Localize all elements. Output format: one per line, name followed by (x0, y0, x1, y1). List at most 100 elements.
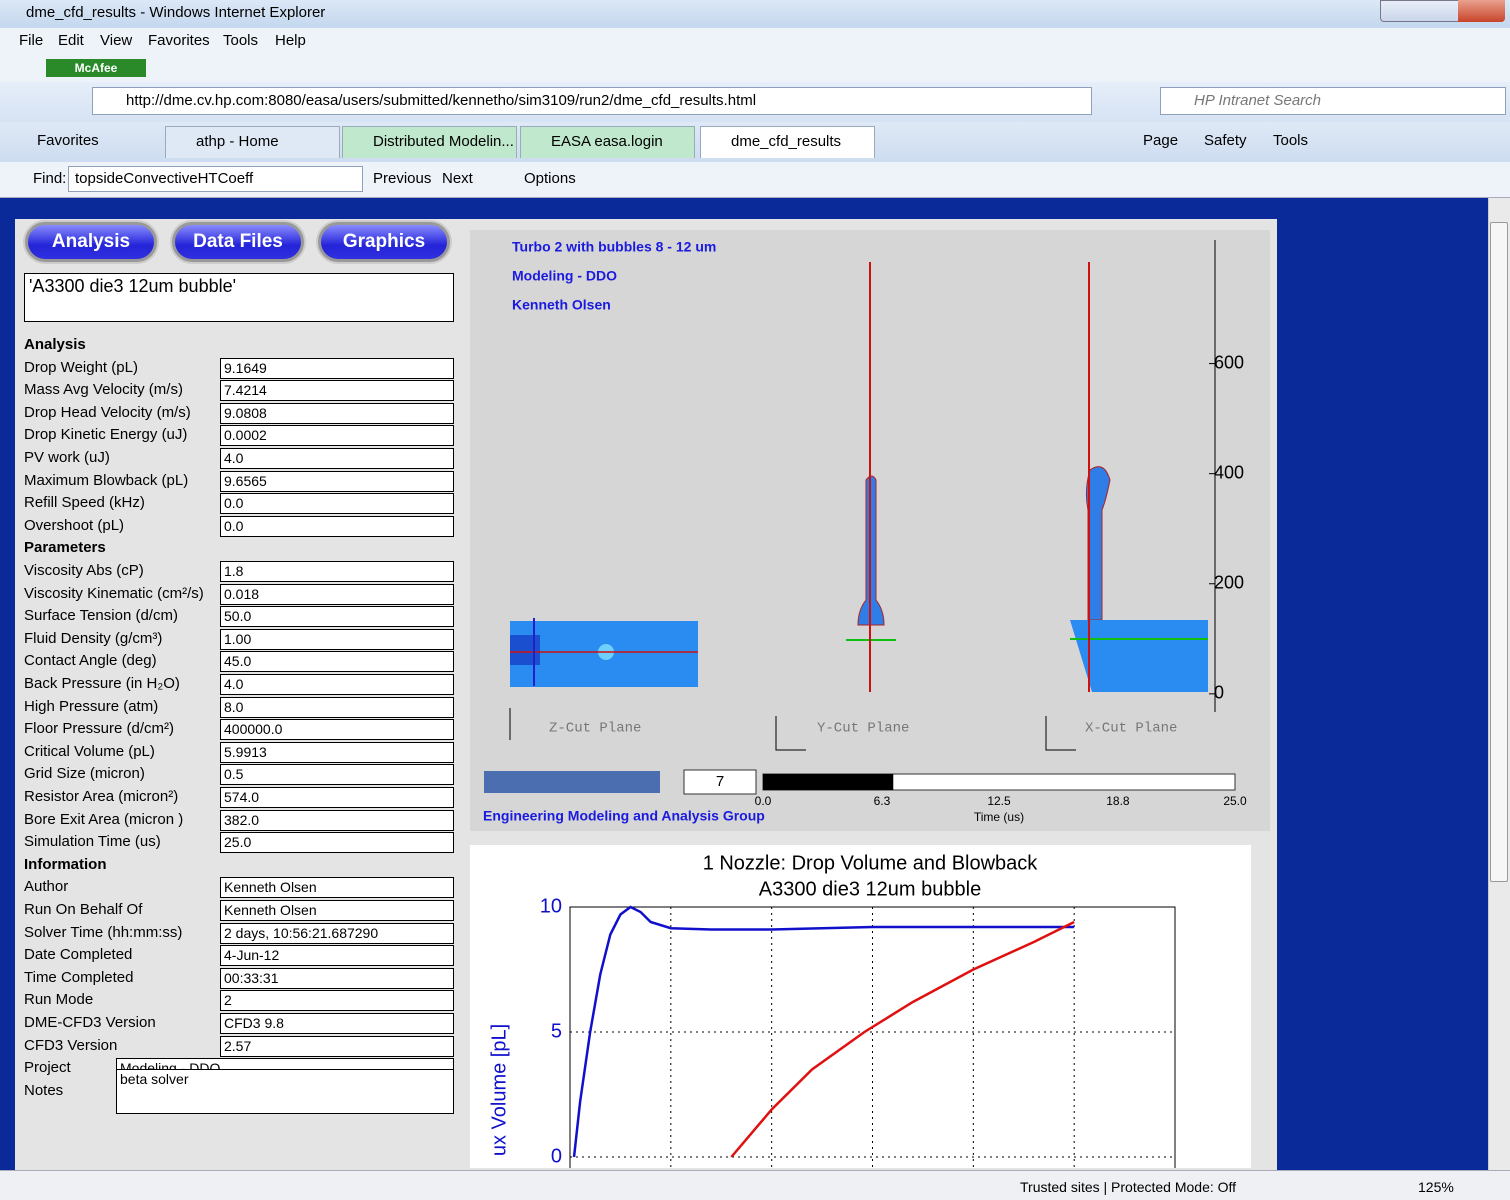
field-value: CFD3 9.8 (220, 1013, 454, 1034)
scale-tick-label: 600 (1214, 352, 1244, 372)
y-tick-label: 10 (540, 895, 562, 917)
menu-item[interactable]: Edit (58, 32, 84, 49)
search-placeholder: HP Intranet Search (1194, 92, 1322, 109)
command-menu[interactable]: Safety (1204, 132, 1247, 149)
field-value: 0.5 (220, 764, 454, 786)
scroll-thumb[interactable] (1490, 222, 1508, 882)
field-label: Overshoot (pL) (24, 516, 125, 534)
field-label: Maximum Blowback (pL) (24, 471, 189, 489)
field-label: Drop Kinetic Energy (uJ) (24, 426, 188, 444)
window-title: dme_cfd_results - Windows Internet Explo… (26, 4, 326, 21)
plane-label: Y-Cut Plane (817, 721, 909, 737)
timeline-tick-label: 6.3 (874, 794, 891, 808)
find-input[interactable] (68, 166, 363, 192)
field-label: Mass Avg Velocity (m/s) (24, 381, 183, 399)
field-label: PV work (uJ) (24, 449, 110, 466)
field-label: Date Completed (24, 946, 133, 964)
data-line (730, 920, 1075, 1158)
field-label: Drop Head Velocity (m/s) (24, 403, 191, 421)
notes-value: beta solver (116, 1068, 454, 1114)
field-label: Contact Angle (deg) (24, 652, 157, 670)
field-value: 45.0 (220, 651, 454, 673)
field-label: Critical Volume (pL) (24, 742, 155, 760)
field-label: Simulation Time (us) (24, 833, 161, 851)
timeline-label: Time (us) (974, 810, 1024, 824)
find-options[interactable]: Options (524, 170, 576, 187)
browser-tab[interactable]: Distributed Modelin... (342, 126, 517, 158)
field-label: Resistor Area (micron²) (24, 788, 179, 805)
chart-background (470, 845, 1251, 1168)
field-label: High Pressure (atm) (24, 697, 159, 715)
menu-item[interactable]: Help (275, 32, 306, 49)
nav-button[interactable]: Graphics (318, 222, 450, 262)
favorites-button[interactable]: Favorites (37, 132, 99, 149)
section-heading: Analysis (24, 336, 86, 353)
y-tick-label: 5 (551, 1020, 562, 1042)
scale-tick-label: 400 (1214, 462, 1244, 482)
field-label: Run On Behalf Of (24, 901, 143, 918)
field-value: 400000.0 (220, 719, 454, 741)
browser-tab[interactable]: EASA easa.login (520, 126, 695, 158)
simulation-viewer: Turbo 2 with bubbles 8 - 12 um Modeling -… (483, 239, 1247, 824)
field-value: 2 days, 10:56:21.687290 (220, 922, 454, 944)
section-heading: Information (24, 855, 107, 873)
field-value: 5.9913 (220, 741, 454, 763)
field-value: 2.57 (220, 1035, 454, 1057)
find-previous[interactable]: Previous (373, 170, 432, 187)
field-label: Author (24, 878, 69, 896)
viewer-caption: Turbo 2 with bubbles 8 - 12 um (512, 239, 716, 255)
scale-tick-label: 0 (1214, 683, 1224, 703)
browser-tab[interactable]: dme_cfd_results (700, 126, 875, 158)
field-value: 9.0808 (220, 402, 454, 424)
field-value: 4.0 (220, 448, 454, 469)
field-value: 7.4214 (220, 380, 454, 402)
field-label: Viscosity Kinematic (cm²/s) (24, 584, 204, 602)
close-button[interactable] (1458, 0, 1505, 22)
field-label: Fluid Density (g/cm³) (24, 629, 163, 647)
field-value: Kenneth Olsen (220, 900, 454, 921)
chart: 1 Nozzle: Drop Volume and Blowback A3300… (470, 845, 1251, 1168)
field-value: 382.0 (220, 809, 454, 831)
field-label: Run Mode (24, 991, 94, 1009)
field-value: 1.8 (220, 561, 454, 582)
nav-button[interactable]: Data Files (172, 222, 304, 262)
run-title: 'A3300 die3 12um bubble' (24, 273, 454, 322)
field-label: Viscosity Abs (cP) (24, 562, 144, 579)
menu-item[interactable]: Tools (223, 32, 259, 49)
x-cut-jet (1085, 466, 1111, 621)
menu-item[interactable]: View (100, 32, 133, 49)
addon-button[interactable]: McAfee (46, 59, 146, 77)
field-value: 9.1649 (220, 357, 454, 379)
command-menu[interactable]: Page (1143, 132, 1179, 149)
menu-item[interactable]: File (19, 32, 44, 49)
menu-item[interactable]: Favorites (148, 32, 210, 49)
command-menu[interactable]: Tools (1273, 132, 1309, 149)
field-label: Solver Time (hh:mm:ss) (24, 923, 183, 941)
zoom-level[interactable]: 125% (1418, 1179, 1454, 1195)
timeline-tick-label: 12.5 (987, 794, 1011, 808)
address-text: http://dme.cv.hp.com:8080/easa/users/sub… (126, 92, 757, 109)
search-box[interactable] (1160, 87, 1506, 115)
field-label: Project (24, 1059, 71, 1077)
address-box[interactable] (92, 87, 1092, 115)
data-line (572, 905, 1075, 1158)
field-value: 2 (220, 990, 454, 1012)
field-value: 8.0 (220, 696, 454, 718)
field-label: Grid Size (micron) (24, 765, 145, 783)
field-value: Kenneth Olsen (220, 877, 454, 899)
field-value: 00:33:31 (220, 967, 454, 989)
scale-tick-label: 200 (1214, 573, 1244, 593)
field-label: Time Completed (24, 968, 134, 986)
nav-button[interactable]: Analysis (25, 222, 157, 262)
find-next[interactable]: Next (442, 170, 473, 187)
viewer-footer: Engineering Modeling and Analysis Group (483, 808, 765, 824)
x-axis-glyph (1045, 716, 1076, 751)
playback-controls[interactable] (484, 771, 660, 793)
x-cut-body (1070, 620, 1208, 692)
browser-tab[interactable]: athp - Home (165, 126, 340, 158)
y-axis-glyph (775, 716, 806, 751)
field-label: Bore Exit Area (micron ) (24, 810, 184, 828)
status-text: Trusted sites | Protected Mode: Off (1020, 1179, 1237, 1195)
field-label: CFD3 Version (24, 1036, 118, 1054)
frame-box[interactable] (683, 769, 757, 795)
